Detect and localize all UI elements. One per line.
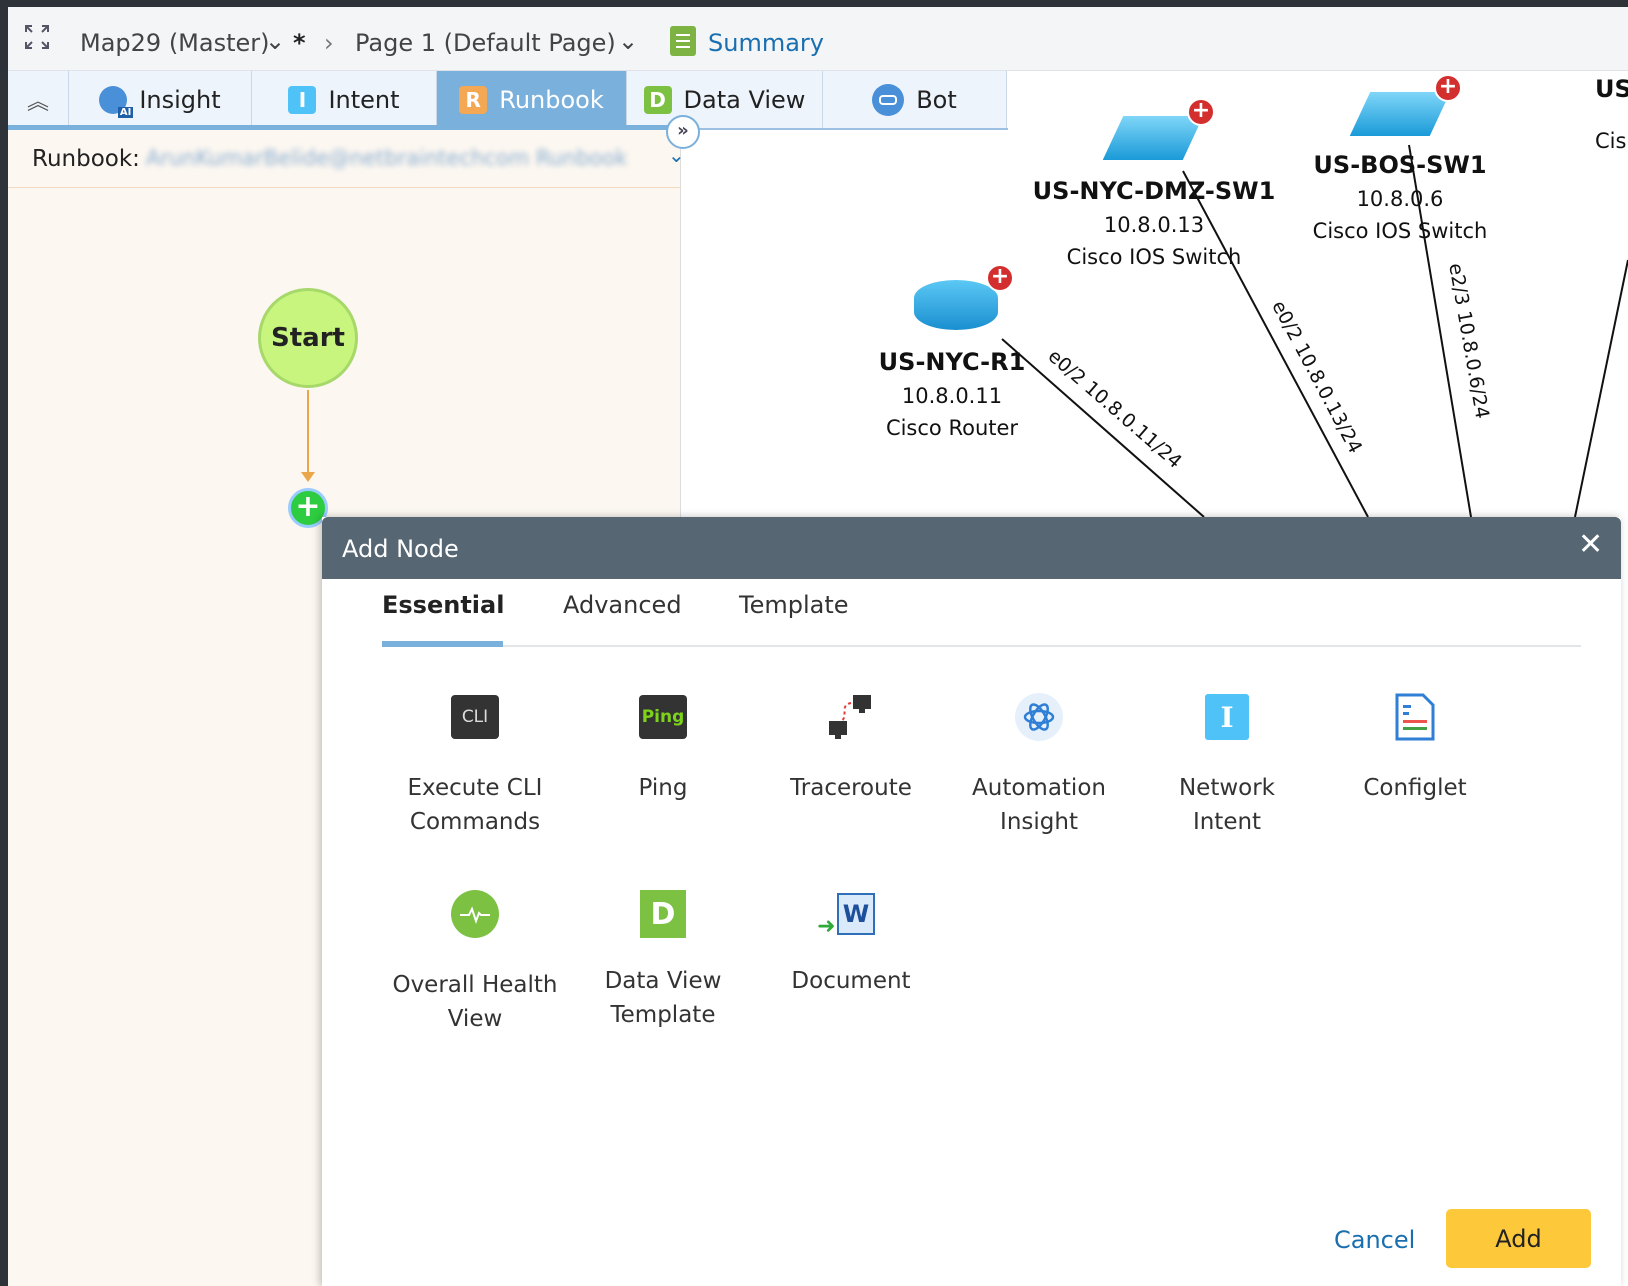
runbook-select[interactable]: ArunKumarBelide@netbraintechcom Runbook (146, 146, 628, 170)
tab-underline (8, 125, 681, 130)
tab-data-view[interactable]: D Data View (627, 71, 823, 129)
fullscreen-icon[interactable] (24, 24, 50, 50)
tab-bot[interactable]: Bot (823, 71, 1007, 129)
node-traceroute[interactable]: Traceroute (761, 689, 941, 805)
runbook-selector-row: Runbook: ArunKumarBelide@netbraintechcom… (8, 133, 685, 188)
add-button[interactable]: Add (1446, 1209, 1591, 1268)
tab-advanced[interactable]: Advanced (563, 591, 682, 619)
double-chevron-right-icon: » (677, 120, 689, 141)
arrow-right-icon: ➜ (817, 914, 836, 939)
modified-marker: * (293, 29, 306, 57)
tab-essential[interactable]: Essential (382, 591, 505, 619)
tab-insight[interactable]: AI Insight (69, 71, 252, 129)
add-badge-icon: + (1434, 74, 1462, 102)
summary-icon (670, 26, 696, 56)
runbook-label: Runbook: (32, 146, 140, 172)
health-icon (451, 890, 499, 938)
node-ping[interactable]: Ping Ping (573, 689, 753, 805)
word-document-icon: W (837, 893, 875, 935)
dataview-icon: D (640, 890, 686, 938)
double-chevron-up-icon: ︽ (26, 90, 49, 115)
configlet-icon (1395, 693, 1435, 741)
active-tab-indicator (382, 641, 503, 647)
cancel-button[interactable]: Cancel (1334, 1226, 1416, 1254)
add-node-dialog: Add Node ✕ Essential Advanced Template C… (322, 517, 1621, 1286)
traceroute-icon (829, 695, 871, 739)
topology-map[interactable] (681, 130, 1628, 517)
start-node[interactable]: Start (258, 288, 358, 388)
add-badge-icon: + (1187, 98, 1215, 126)
intent-icon: I (1205, 694, 1249, 740)
tab-label: Runbook (499, 86, 604, 114)
tab-runbook[interactable]: R Runbook (437, 71, 627, 129)
plus-icon: + (295, 489, 321, 524)
node-execute-cli[interactable]: CLI Execute CLI Commands (385, 689, 565, 839)
data-view-icon: D (643, 86, 672, 114)
node-data-view-template[interactable]: D Data View Template (573, 886, 753, 1032)
chevron-down-icon[interactable]: ⌄ (265, 27, 286, 55)
chevron-down-icon[interactable]: ⌄ (668, 143, 685, 167)
collapse-button[interactable]: ︽ (8, 71, 69, 129)
tab-label: Bot (916, 86, 957, 114)
window-left-border (0, 0, 8, 1286)
insight-ai-icon: AI (99, 86, 134, 118)
arrow-head-icon (301, 472, 315, 482)
tab-label: Data View (683, 86, 806, 114)
flow-connector (307, 390, 309, 476)
node-document[interactable]: W ➜ Document (761, 886, 941, 998)
tab-underline (681, 128, 1008, 130)
node-overall-health-view[interactable]: Overall Health View (385, 886, 565, 1036)
bot-icon (872, 84, 905, 116)
tab-template[interactable]: Template (739, 591, 849, 619)
summary-link[interactable]: Summary (708, 29, 824, 57)
ping-icon: Ping (639, 695, 687, 739)
header-bar: Map29 (Master) ⌄ * › Page 1 (Default Pag… (8, 7, 1628, 71)
add-node-button[interactable]: + (288, 488, 328, 528)
runbook-icon: R (459, 86, 488, 114)
intent-icon: I (288, 86, 317, 114)
close-icon[interactable]: ✕ (1578, 527, 1604, 562)
chevron-down-icon[interactable]: ⌄ (618, 27, 639, 55)
dialog-header: Add Node ✕ (322, 517, 1621, 579)
tab-intent[interactable]: I Intent (252, 71, 437, 129)
expand-panel-button[interactable]: » (666, 115, 700, 149)
node-network-intent[interactable]: I Network Intent (1137, 689, 1317, 839)
tab-bar: ︽ AI Insight I Intent R Runbook D Data V… (8, 71, 1008, 129)
switch-icon[interactable]: + (1349, 74, 1462, 136)
map-name-dropdown[interactable]: Map29 (Master) (80, 29, 270, 57)
dialog-title: Add Node (342, 535, 459, 563)
tab-label: Insight (139, 86, 221, 114)
tab-divider (382, 645, 1581, 647)
chevron-right-icon: › (324, 29, 334, 57)
tab-label: Intent (328, 86, 400, 114)
page-dropdown[interactable]: Page 1 (Default Page) (355, 29, 616, 57)
atom-icon (1015, 693, 1063, 741)
window-top-border (0, 0, 1628, 7)
node-automation-insight[interactable]: Automation Insight (949, 689, 1129, 839)
cli-icon: CLI (451, 695, 499, 739)
node-configlet[interactable]: Configlet (1325, 689, 1505, 805)
